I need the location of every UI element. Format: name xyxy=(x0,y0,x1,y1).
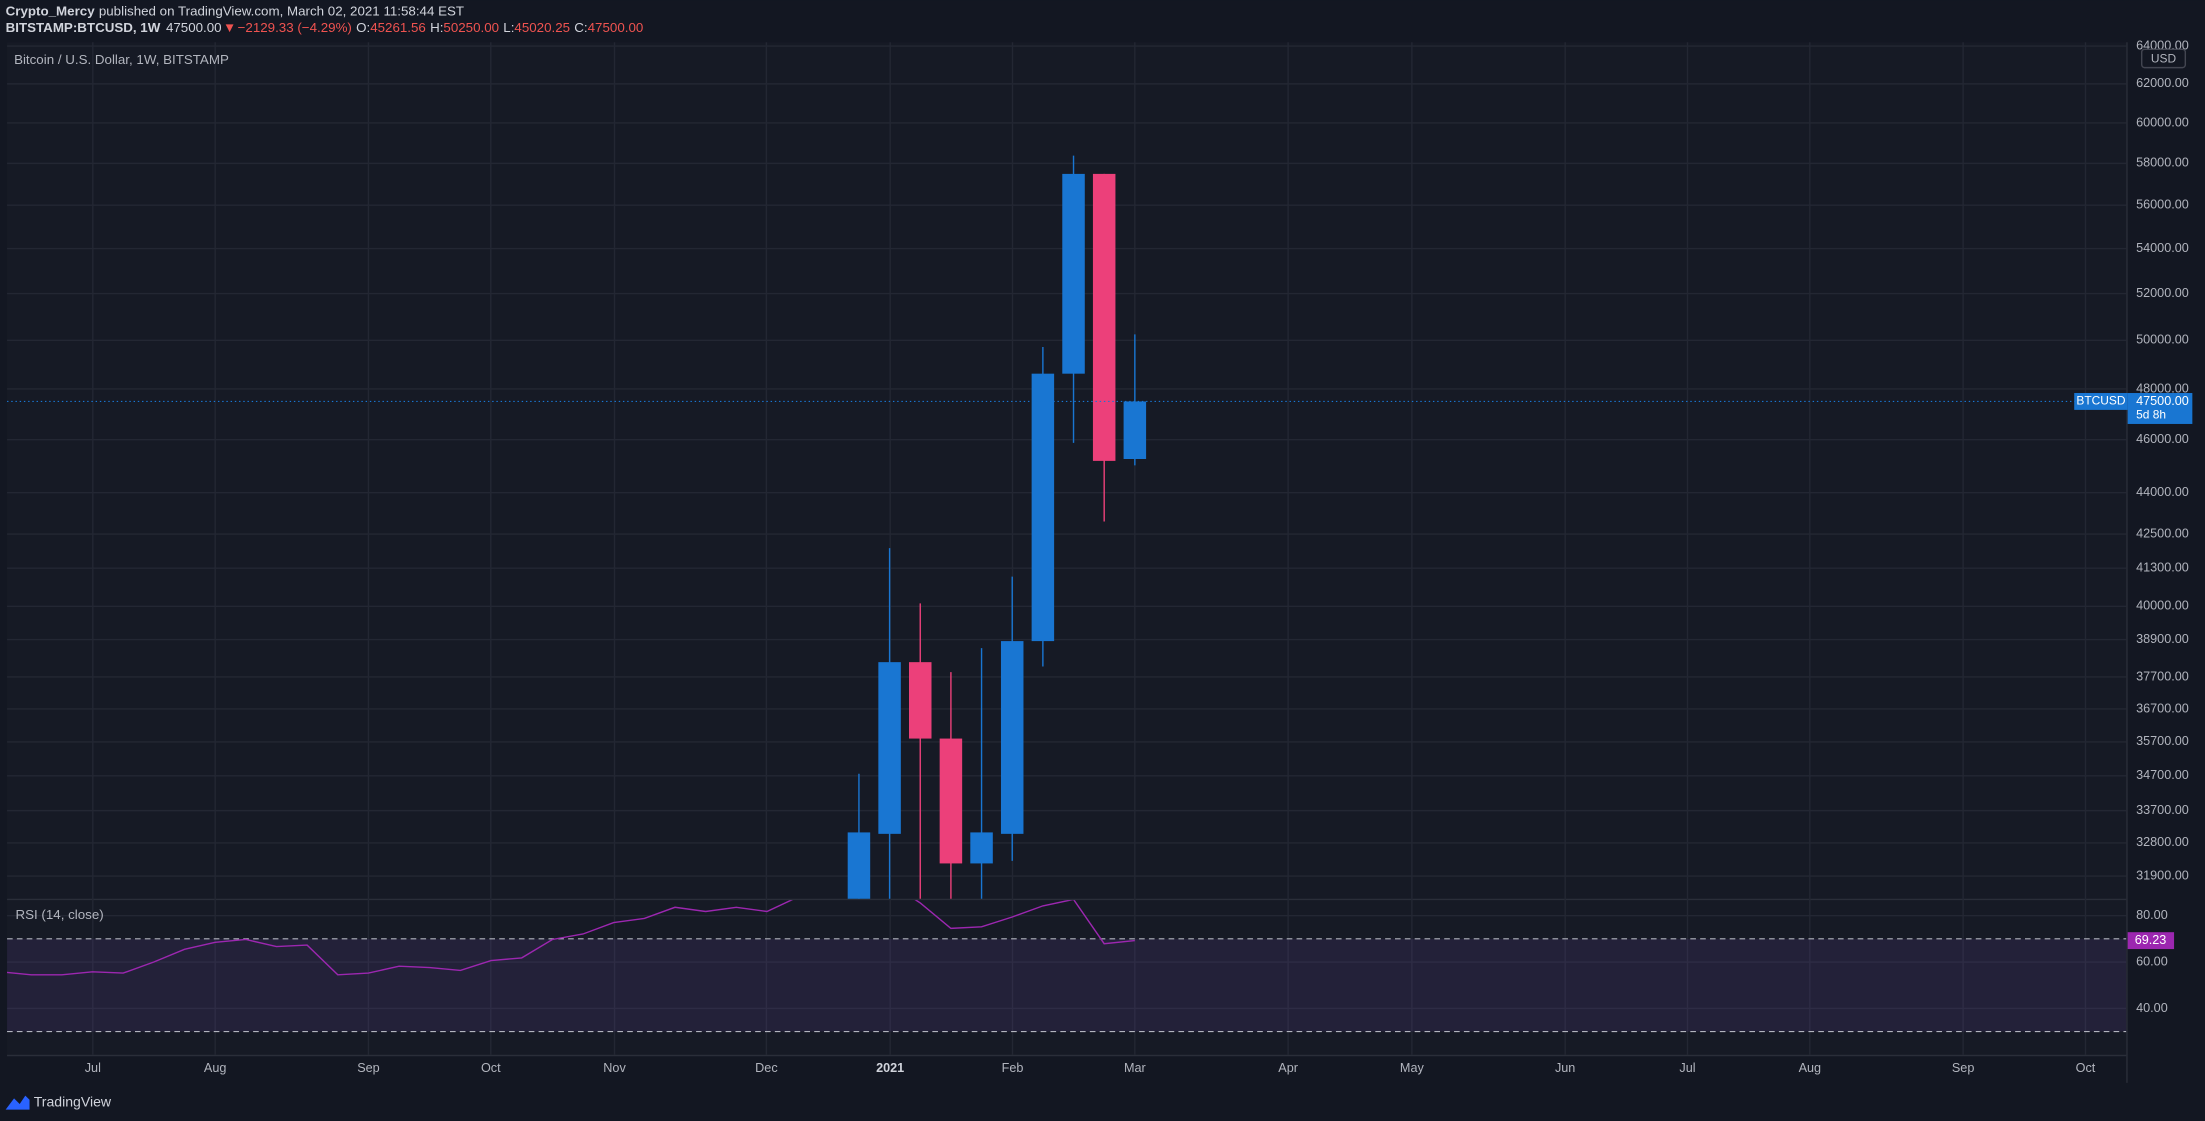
last-price: 47500.00 xyxy=(166,20,222,35)
ohlc-l-key: L: xyxy=(503,20,514,35)
price-tick-label: 34700.00 xyxy=(2136,768,2189,782)
candle-body xyxy=(909,662,932,739)
price-tick-label: 46000.00 xyxy=(2136,432,2189,446)
price-tick-label: 58000.00 xyxy=(2136,156,2189,170)
price-label-box xyxy=(2127,393,2193,424)
price-label-symbol: BTCUSD xyxy=(2076,394,2125,408)
candle-body xyxy=(1092,173,1116,461)
time-label: Sep xyxy=(1952,1061,1975,1075)
candle-body xyxy=(1000,641,1024,834)
axes: Jul Aug Sep Oct Nov Dec 2021 Feb Mar Apr May Jun Jul… xyxy=(85,38,2193,1075)
time-label: Apr xyxy=(1278,1061,1298,1075)
candle-body xyxy=(970,832,993,864)
ohlc-h: 50250.00 xyxy=(443,20,499,35)
grid xyxy=(7,42,2127,1055)
price-tick-label: 50000.00 xyxy=(2136,333,2189,347)
price-tick-label: 60000.00 xyxy=(2136,115,2189,129)
price-tick-label: 33700.00 xyxy=(2136,803,2189,817)
price-tick-label: 32800.00 xyxy=(2136,835,2189,849)
price-tick-label: 48000.00 xyxy=(2136,381,2189,395)
price-tick-label: 44000.00 xyxy=(2136,485,2189,499)
price-series xyxy=(7,155,2127,899)
time-label: 2021 xyxy=(876,1061,904,1075)
ohlc-o-key: O: xyxy=(356,20,370,35)
candle-body xyxy=(878,662,901,834)
price-tick-label: 54000.00 xyxy=(2136,241,2189,255)
price-tick-label: 52000.00 xyxy=(2136,286,2189,300)
candle-body xyxy=(847,832,871,899)
price-label-symbol-box xyxy=(2074,393,2128,410)
time-label: Mar xyxy=(1124,1061,1146,1075)
time-label: Jul xyxy=(1679,1061,1695,1075)
ohlc-o: 45261.56 xyxy=(370,20,426,35)
candle-body xyxy=(1062,173,1085,374)
symbol: BITSTAMP:BTCUSD, 1W xyxy=(6,20,161,35)
price-tick-label: 35700.00 xyxy=(2136,734,2189,748)
price-tick-label: 40000.00 xyxy=(2136,599,2189,613)
price-tick-label: 36700.00 xyxy=(2136,701,2189,715)
currency: USD xyxy=(2151,51,2177,65)
ohlc-l: 45020.25 xyxy=(514,20,570,35)
footer-logo xyxy=(5,1095,30,1110)
price-tick-label: 38900.00 xyxy=(2136,632,2189,646)
header-line-1: Crypto_Mercy published on TradingView.com… xyxy=(6,3,464,18)
rsi-last-label: 69.23 xyxy=(2135,933,2167,947)
price-tick-label: 42500.00 xyxy=(2136,526,2189,540)
time-label: Aug xyxy=(1799,1061,1822,1075)
price-tick-label: 56000.00 xyxy=(2136,198,2189,212)
down-arrow: ▼ xyxy=(223,20,236,35)
time-label: Jun xyxy=(1555,1061,1575,1075)
time-label: Nov xyxy=(603,1061,626,1075)
candle-body xyxy=(1123,401,1147,459)
currency-box xyxy=(2141,48,2187,69)
price-tick-label: 37700.00 xyxy=(2136,669,2189,683)
time-label: Oct xyxy=(481,1061,501,1075)
header-line-2: BITSTAMP:BTCUSD, 1W 47500.00▼−2129.33 (−4… xyxy=(6,20,644,35)
rsi-title: RSI (14, close) xyxy=(15,907,103,922)
time-label: Oct xyxy=(2076,1061,2096,1075)
ohlc-h-key: H: xyxy=(430,20,443,35)
price-label-countdown: 5d 8h xyxy=(2136,408,2166,422)
rsi-tick-label: 40.00 xyxy=(2136,1001,2168,1015)
rsi-series xyxy=(7,900,2127,1033)
time-label: Sep xyxy=(357,1061,380,1075)
ohlc-c: 47500.00 xyxy=(588,20,644,35)
price-tick-label: 31900.00 xyxy=(2136,868,2189,882)
time-label: Aug xyxy=(204,1061,227,1075)
logo-icon xyxy=(5,1095,30,1110)
publisher: Crypto_Mercy xyxy=(6,3,96,18)
rsi-band-fill xyxy=(7,938,2127,1032)
chart-title: Bitcoin / U.S. Dollar, 1W, BITSTAMP xyxy=(14,52,229,67)
time-label: Dec xyxy=(755,1061,777,1075)
price-tick-label: 41300.00 xyxy=(2136,561,2189,575)
rsi-last-box xyxy=(2127,932,2175,950)
footer-brand: TradingView xyxy=(34,1093,112,1109)
ohlc-c-key: C: xyxy=(574,20,587,35)
candle-body xyxy=(1031,373,1055,642)
time-label: Jul xyxy=(85,1061,101,1075)
rsi-line xyxy=(7,900,1135,976)
change: −2129.33 (−4.29%) xyxy=(238,20,352,35)
price-tick-label: 62000.00 xyxy=(2136,76,2189,90)
price-label-value: 47500.00 xyxy=(2136,394,2189,408)
time-label: May xyxy=(1400,1061,1425,1075)
rsi-tick-label: 60.00 xyxy=(2136,954,2168,968)
candle-body xyxy=(939,738,963,864)
rsi-tick-label: 80.00 xyxy=(2136,908,2168,922)
time-label: Feb xyxy=(1002,1061,1024,1075)
published: published on TradingView.com, March 02, … xyxy=(99,3,464,18)
